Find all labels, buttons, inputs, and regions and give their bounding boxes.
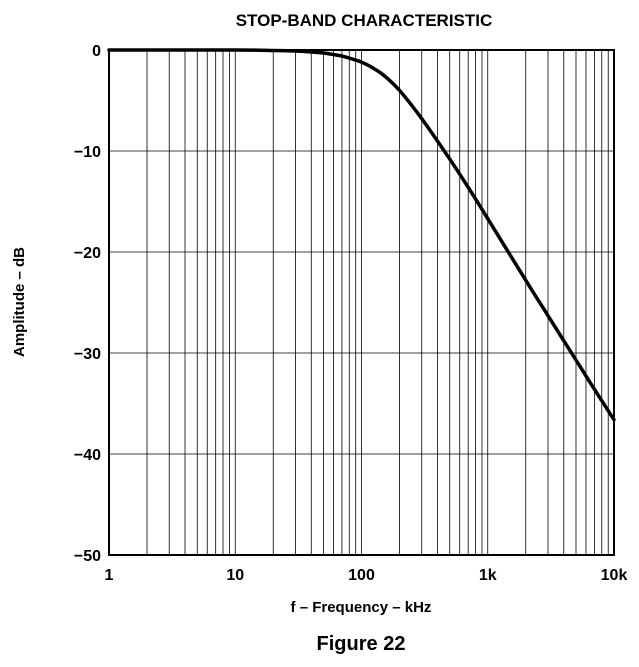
y-tick-label: −20 (74, 245, 101, 262)
y-axis-label: Amplitude – dB (11, 247, 28, 357)
y-tick-label: −10 (74, 144, 101, 161)
y-tick-label: 0 (92, 43, 101, 60)
y-tick-label: −40 (74, 447, 101, 464)
x-axis-label: f – Frequency – kHz (291, 599, 432, 616)
x-tick-label: 10k (601, 567, 628, 584)
chart-title: STOP-BAND CHARACTERISTIC (236, 11, 493, 30)
x-tick-label: 100 (348, 567, 375, 584)
x-tick-label: 10 (226, 567, 244, 584)
y-tick-labels: 0 −10 −20 −30 −40 −50 (74, 43, 101, 565)
figure-caption: Figure 22 (317, 633, 406, 655)
y-tick-label: −50 (74, 548, 101, 565)
grid (108, 49, 614, 556)
y-tick-label: −30 (74, 346, 101, 363)
plot-frame (108, 49, 615, 556)
x-tick-labels: 1 10 100 1k 10k (105, 567, 628, 584)
x-tick-label: 1k (479, 567, 497, 584)
amplitude-curve (107, 48, 616, 422)
x-tick-label: 1 (105, 567, 114, 584)
